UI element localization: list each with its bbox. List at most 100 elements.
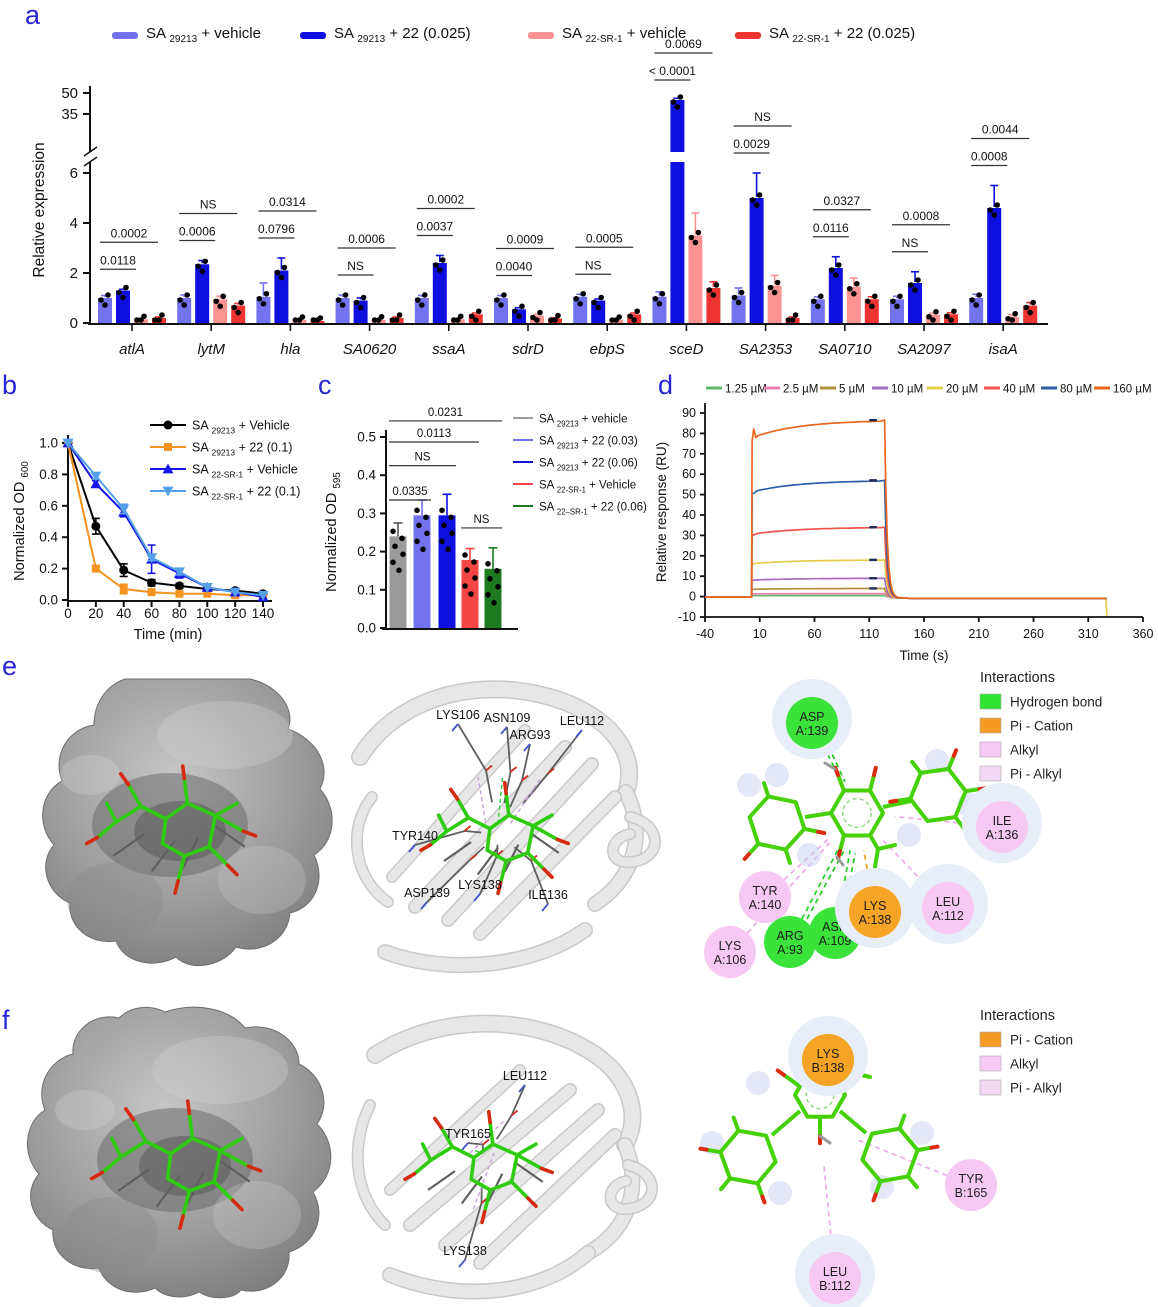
data-dot <box>548 317 554 323</box>
data-dot <box>138 317 144 323</box>
halo <box>765 763 789 787</box>
data-dot <box>449 530 455 537</box>
ribbon <box>367 1016 640 1153</box>
halo <box>925 749 949 773</box>
data-dot <box>390 559 396 566</box>
panel-e: e LYS106 ASN109 LEU112 ARG93 TYR140 ASP139 LYS… <box>0 650 1158 985</box>
panel-c-label: c <box>318 370 332 400</box>
data-dot <box>591 299 597 306</box>
y-tick-label: 50 <box>682 488 696 502</box>
data-dot <box>1023 304 1029 311</box>
ligand-sticks <box>403 1109 554 1225</box>
data-dot <box>360 294 367 301</box>
gene-label: sdrD <box>512 341 544 358</box>
ligand-sticks <box>419 780 570 896</box>
data-dot <box>415 297 421 303</box>
x-tick-label: 20 <box>88 606 103 621</box>
ribbon <box>383 1246 595 1298</box>
data-dot <box>485 560 491 567</box>
panel-f-label: f <box>2 1005 10 1035</box>
legend-swatch <box>112 31 138 39</box>
panel-b-legend: SA 29213 + Vehicle SA 29213 + 22 (0.1) SA … <box>150 419 300 502</box>
residue-label: ILE136 <box>528 888 568 902</box>
p-value: 0.0069 <box>665 37 702 51</box>
residue-labels: LEU112 TYR165 LYS138 <box>443 1069 547 1258</box>
marker-square <box>91 564 100 573</box>
data-dot <box>152 317 158 323</box>
y-tick-label: 0.3 <box>357 506 376 521</box>
data-dot <box>141 313 147 320</box>
data-dot <box>375 317 382 323</box>
residue-label: TYR140 <box>392 829 438 843</box>
bar <box>256 296 271 323</box>
residue-label: LEU112 <box>560 714 604 728</box>
bar <box>494 298 508 323</box>
gene-label: SA2097 <box>897 341 951 358</box>
marker-square <box>147 588 156 597</box>
surface-shadow <box>67 862 163 938</box>
p-value: 0.0005 <box>586 231 623 245</box>
legend-label: 10 µM <box>891 384 923 396</box>
residue-node <box>976 801 1028 853</box>
marker-circle <box>91 521 101 531</box>
data-dot <box>423 514 429 521</box>
marker-square <box>175 589 184 598</box>
data-dot <box>1027 309 1033 316</box>
data-dot <box>785 317 792 323</box>
p-value: NS <box>585 258 602 272</box>
panel-a-chart: 0 2 4 6 35 50 Relative expression atlA lytM hla SA… <box>31 37 1048 358</box>
data-dot <box>469 313 475 320</box>
legend-swatch <box>979 1031 1002 1048</box>
legend-label: SA 29213 + 22 (0.025) <box>334 25 471 45</box>
data-dot <box>389 317 396 323</box>
p-value: 0.0796 <box>258 222 295 236</box>
data-dot <box>580 290 586 297</box>
sensorgram-curve <box>705 559 1108 617</box>
interaction-legend: Interactions Hydrogen bond Pi - Cation Alky… <box>979 670 1102 782</box>
residue-label: LYS138 <box>458 878 502 892</box>
data-dot <box>455 317 461 323</box>
ribbon <box>352 792 393 907</box>
data-dot <box>181 302 187 308</box>
panel-e-label: e <box>2 651 18 681</box>
y-tick-label: 0.2 <box>357 544 376 559</box>
data-dot <box>390 528 396 535</box>
data-dot <box>753 202 760 208</box>
panel-b-x-axis-title: Time (min) <box>134 627 203 643</box>
y-tick-label: 0.1 <box>357 582 376 597</box>
data-dot <box>512 308 518 315</box>
data-dot <box>156 317 162 323</box>
p-value: NS <box>902 236 919 250</box>
bar <box>177 298 192 323</box>
marker-triangle-down <box>257 590 269 601</box>
x-tick-label: 40 <box>116 606 131 621</box>
gene-label: ebpS <box>590 341 625 358</box>
panel-b-label: b <box>2 370 18 400</box>
residue-chain: A:112 <box>932 909 964 923</box>
legend-label: 160 µM <box>1113 384 1152 396</box>
panel-a-y-axis-title: Relative expression <box>31 142 48 277</box>
data-dot <box>441 522 447 529</box>
data-dot <box>829 267 835 273</box>
data-dot <box>969 297 975 303</box>
series-line <box>67 442 264 595</box>
data-dot <box>445 546 451 553</box>
legend-swatch <box>979 693 1002 710</box>
data-dot <box>869 303 875 310</box>
ribbon <box>474 791 621 940</box>
data-dot <box>296 317 303 323</box>
legend-label: 1.25 µM <box>725 384 767 396</box>
p-value: 0.0008 <box>971 150 1008 164</box>
bar <box>670 100 685 152</box>
data-dot <box>202 258 208 265</box>
data-dot <box>292 317 299 323</box>
data-dot <box>260 300 267 307</box>
marker-triangle-down <box>62 438 74 449</box>
data-dot <box>908 282 914 288</box>
data-dot <box>98 297 104 303</box>
data-dot <box>573 295 579 302</box>
data-dot <box>462 552 468 558</box>
residue-node <box>764 916 816 968</box>
data-dot <box>199 268 205 275</box>
